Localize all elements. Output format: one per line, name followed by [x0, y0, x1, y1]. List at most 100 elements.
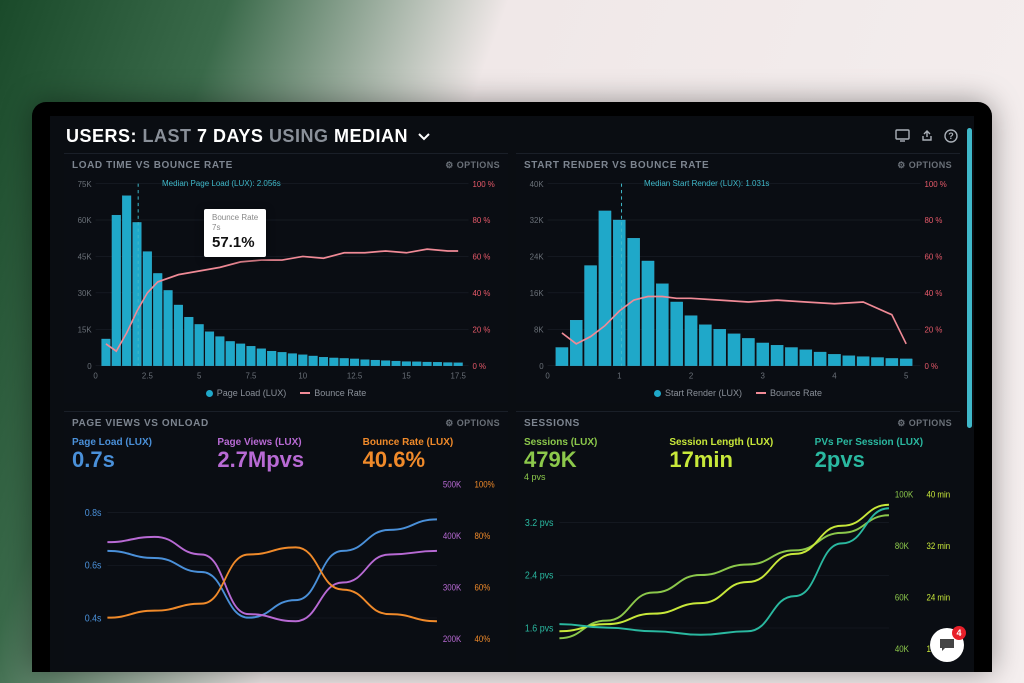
metric[interactable]: Page Load (LUX)0.7s	[72, 437, 209, 472]
svg-text:0 %: 0 %	[924, 361, 938, 370]
svg-text:17.5: 17.5	[451, 371, 467, 380]
legend-item: Start Render (LUX)	[654, 388, 742, 398]
metric-sub: 4 pvs	[524, 472, 661, 482]
page-header: USERS: LAST 7 DAYS USING MEDIAN ?	[50, 116, 974, 153]
panel2-chart: 08K16K24K32K40K0 %20 %40 %60 %80 %100 %0…	[516, 175, 960, 400]
svg-text:200K: 200K	[443, 633, 462, 644]
metric-value: 2pvs	[815, 448, 952, 472]
chat-icon	[938, 637, 956, 653]
panel-load-time-vs-bounce: LOAD TIME VS BOUNCE RATE ⚙OPTIONS 015K30…	[64, 153, 508, 403]
svg-text:3: 3	[761, 371, 766, 380]
panel4-options[interactable]: ⚙OPTIONS	[897, 418, 952, 429]
metric-label: PVs Per Session (LUX)	[815, 437, 952, 448]
svg-text:2.5: 2.5	[142, 371, 153, 380]
panel1-tooltip: Bounce Rate 7s 57.1%	[204, 209, 266, 257]
svg-text:24 min: 24 min	[926, 592, 950, 603]
svg-text:40K: 40K	[895, 643, 909, 654]
title-range-bold: 7 DAYS	[197, 126, 263, 146]
panel1-title: LOAD TIME VS BOUNCE RATE	[72, 160, 233, 171]
svg-text:0: 0	[87, 361, 92, 370]
svg-text:1: 1	[617, 371, 622, 380]
svg-text:10: 10	[298, 371, 307, 380]
panel2-options[interactable]: ⚙OPTIONS	[897, 160, 952, 171]
svg-text:20 %: 20 %	[924, 325, 943, 334]
panel-sessions: SESSIONS ⚙OPTIONS Sessions (LUX)479K4 pv…	[516, 411, 960, 665]
panel-grid: LOAD TIME VS BOUNCE RATE ⚙OPTIONS 015K30…	[50, 153, 974, 665]
svg-text:75K: 75K	[78, 179, 93, 188]
svg-text:4: 4	[832, 371, 837, 380]
panel3-metrics: Page Load (LUX)0.7sPage Views (LUX)2.7Mp…	[64, 433, 508, 474]
svg-text:0.6s: 0.6s	[85, 560, 102, 572]
panel2-legend: Start Render (LUX) Bounce Rate	[516, 388, 960, 398]
svg-text:60%: 60%	[474, 582, 490, 593]
gear-icon: ⚙	[445, 160, 453, 171]
metric[interactable]: Session Length (LUX)17min	[669, 437, 806, 482]
panel1-legend: Page Load (LUX) Bounce Rate	[64, 388, 508, 398]
svg-text:100 %: 100 %	[472, 179, 495, 188]
metric[interactable]: Bounce Rate (LUX)40.6%	[363, 437, 500, 472]
share-icon[interactable]	[920, 129, 934, 143]
svg-text:40K: 40K	[530, 179, 545, 188]
metric-value: 17min	[669, 448, 806, 472]
metric-value: 40.6%	[363, 448, 500, 472]
svg-text:40%: 40%	[474, 633, 490, 644]
title-method: MEDIAN	[334, 126, 408, 146]
dashboard-screen: USERS: LAST 7 DAYS USING MEDIAN ? LOAD T…	[50, 116, 974, 672]
panel3-title: PAGE VIEWS VS ONLOAD	[72, 418, 209, 429]
tooltip-sub: 7s	[212, 223, 258, 233]
svg-text:12.5: 12.5	[347, 371, 363, 380]
gear-icon: ⚙	[445, 418, 453, 429]
metric[interactable]: PVs Per Session (LUX)2pvs	[815, 437, 952, 482]
panel2-median-label: Median Start Render (LUX): 1.031s	[644, 179, 769, 188]
chat-notification-badge: 4	[952, 626, 966, 640]
svg-text:100%: 100%	[474, 479, 495, 490]
title-range: LAST	[143, 126, 192, 146]
svg-text:80K: 80K	[895, 540, 909, 551]
svg-text:100 %: 100 %	[924, 179, 947, 188]
svg-text:15: 15	[402, 371, 411, 380]
svg-text:80 %: 80 %	[472, 215, 491, 224]
metric[interactable]: Page Views (LUX)2.7Mpvs	[217, 437, 354, 472]
svg-text:40 min: 40 min	[926, 489, 950, 500]
svg-text:20 %: 20 %	[472, 325, 491, 334]
svg-text:8K: 8K	[534, 325, 544, 334]
chevron-down-icon[interactable]	[417, 132, 431, 142]
metric[interactable]: Sessions (LUX)479K4 pvs	[524, 437, 661, 482]
monitor-icon[interactable]	[895, 129, 910, 143]
title-using: USING	[269, 126, 329, 146]
legend-item: Page Load (LUX)	[206, 388, 287, 398]
help-icon[interactable]: ?	[944, 129, 958, 143]
panel1-chart: 015K30K45K60K75K0 %20 %40 %60 %80 %100 %…	[64, 175, 508, 400]
panel-page-views-vs-onload: PAGE VIEWS VS ONLOAD ⚙OPTIONS Page Load …	[64, 411, 508, 665]
svg-text:32K: 32K	[530, 215, 545, 224]
svg-text:400K: 400K	[443, 530, 462, 541]
svg-text:7.5: 7.5	[245, 371, 256, 380]
svg-text:15K: 15K	[78, 325, 93, 334]
svg-text:?: ?	[948, 131, 954, 141]
metric-label: Bounce Rate (LUX)	[363, 437, 500, 448]
metric-value: 479K	[524, 448, 661, 472]
svg-text:60K: 60K	[895, 592, 909, 603]
svg-text:80%: 80%	[474, 530, 490, 541]
svg-text:5: 5	[904, 371, 909, 380]
panel-start-render-vs-bounce: START RENDER VS BOUNCE RATE ⚙OPTIONS 08K…	[516, 153, 960, 403]
svg-text:300K: 300K	[443, 582, 462, 593]
panel3-options[interactable]: ⚙OPTIONS	[445, 418, 500, 429]
panel1-options[interactable]: ⚙OPTIONS	[445, 160, 500, 171]
scrollbar[interactable]	[967, 128, 972, 428]
panel2-title: START RENDER VS BOUNCE RATE	[524, 160, 709, 171]
svg-text:40 %: 40 %	[924, 288, 943, 297]
svg-text:45K: 45K	[78, 252, 93, 261]
svg-text:16K: 16K	[530, 288, 545, 297]
panel4-chart: 3.2 pvs2.4 pvs1.6 pvs100K80K60K40K40 min…	[516, 484, 960, 672]
svg-text:5: 5	[197, 371, 202, 380]
gear-icon: ⚙	[897, 160, 905, 171]
panel1-median-label: Median Page Load (LUX): 2.056s	[162, 179, 281, 188]
chat-button[interactable]: 4	[930, 628, 964, 662]
svg-text:2.4 pvs: 2.4 pvs	[525, 570, 554, 582]
svg-text:3.2 pvs: 3.2 pvs	[525, 517, 554, 529]
svg-text:40 %: 40 %	[472, 288, 491, 297]
tooltip-value: 57.1%	[212, 233, 258, 253]
panel4-title: SESSIONS	[524, 418, 580, 429]
page-title[interactable]: USERS: LAST 7 DAYS USING MEDIAN	[66, 126, 431, 147]
